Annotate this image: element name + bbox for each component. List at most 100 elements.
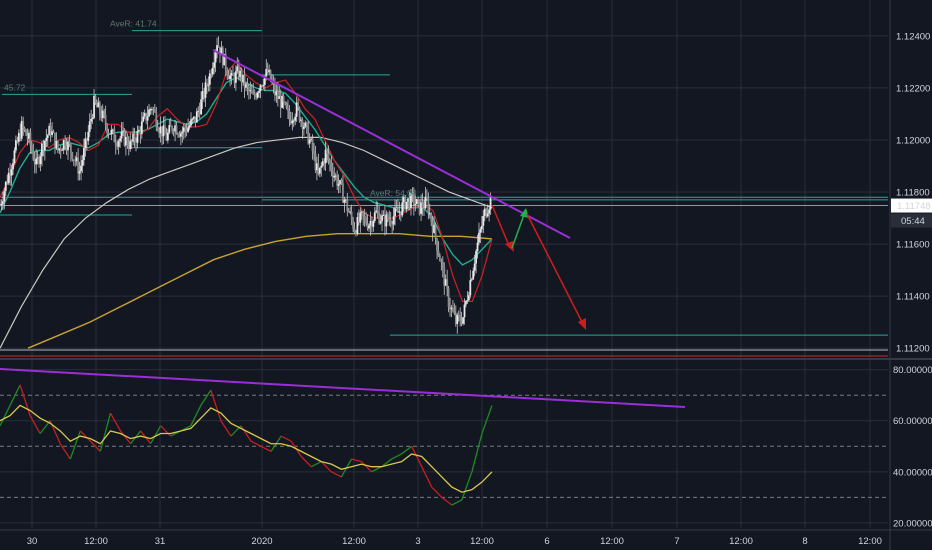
candle-body (407, 198, 409, 202)
candle-body (216, 45, 218, 52)
candle-body (475, 251, 477, 264)
price-tick-label: 1.11200 (896, 344, 930, 355)
candle-body (353, 228, 356, 233)
osc-tick-label: 80.00000 (893, 365, 932, 376)
candle-body (200, 99, 203, 115)
price-axis[interactable]: 1.12400 1.12200 1.12000 1.11800 1.11600 1.114… (891, 31, 932, 355)
candle-body (456, 314, 459, 324)
candle-body (408, 198, 411, 208)
candle-body (35, 158, 38, 165)
candle-body (201, 91, 204, 100)
candle-body (449, 306, 451, 310)
resistance-trendline (212, 49, 571, 239)
candle-body (444, 279, 447, 286)
osc-fast-segment (89, 440, 101, 452)
candle-body (140, 121, 143, 135)
candle-body (391, 223, 394, 225)
candle-body (275, 91, 278, 96)
candle-body (45, 138, 48, 141)
candle-body (417, 199, 420, 201)
candle-body (164, 125, 166, 135)
osc-fast-segment (250, 440, 262, 447)
candle-body (101, 110, 104, 119)
candle-body (447, 288, 450, 307)
candle-body (135, 141, 137, 143)
candle-body (204, 82, 207, 98)
candle-body (482, 215, 485, 226)
candle-body (473, 263, 476, 271)
candle-body (334, 175, 337, 177)
candle-body (337, 184, 340, 186)
red-arrow-head (505, 241, 514, 252)
candle-body (133, 133, 136, 142)
candle-body (304, 122, 307, 127)
candle-body (472, 270, 475, 280)
time-tick-label: 7 (674, 536, 679, 547)
time-tick-label: 12:00 (84, 536, 108, 547)
candle-body (122, 130, 124, 132)
candles (0, 36, 492, 334)
candle-body (320, 165, 323, 168)
red-arrow-short (491, 204, 511, 249)
candle-body (32, 151, 35, 160)
candle-body (336, 175, 339, 186)
candle-body (263, 76, 266, 85)
osc-fast-segment (310, 461, 322, 468)
candle-body (98, 102, 101, 114)
time-tick-label: 31 (155, 536, 166, 547)
candle-body (237, 66, 240, 78)
candle-body (195, 111, 198, 123)
candle-body (55, 141, 58, 149)
candle-body (80, 165, 82, 172)
candle-body (103, 110, 106, 116)
candle-body (431, 221, 434, 233)
candle-body (415, 199, 418, 205)
candle-body (179, 133, 182, 137)
candle-body (130, 140, 133, 142)
candle-body (313, 151, 315, 154)
candle-body (217, 45, 220, 47)
candle-body (255, 95, 258, 98)
candle-body (138, 129, 140, 131)
candle-body (368, 225, 370, 229)
time-tick-label: 12:00 (342, 536, 366, 547)
candle-body (249, 90, 252, 92)
candle-body (410, 192, 412, 208)
candle-body (162, 125, 165, 137)
candle-body (49, 125, 52, 135)
candle-body (454, 313, 457, 324)
candle-body (111, 129, 114, 131)
candle-body (453, 311, 456, 314)
candle-body (81, 160, 84, 166)
candle-body (123, 130, 126, 146)
candle-body (132, 133, 135, 142)
candle-body (171, 126, 174, 131)
candle-body (87, 131, 90, 141)
level-annotation-label: AveR: 54.04 (370, 188, 417, 198)
candle-body (12, 163, 14, 170)
candle-body (301, 119, 304, 129)
time-tick-label: 12:00 (600, 536, 624, 547)
candle-body (223, 54, 226, 66)
candle-body (28, 132, 30, 139)
time-tick-label: 8 (802, 536, 807, 547)
candle-body (152, 109, 155, 111)
oscillator-axis[interactable]: 80.00000 60.00000 40.00000 20.00000 (893, 365, 932, 529)
candle-body (110, 129, 113, 135)
candle-body (190, 119, 192, 126)
candle-body (181, 131, 184, 134)
osc-fast-segment (371, 466, 382, 473)
candle-body (65, 146, 68, 151)
time-axis[interactable]: 30 12:00 31 2020 12:00 3 12:00 6 12:00 7 12:00 8 12:… (0, 529, 932, 547)
red-arrow-long (526, 213, 585, 327)
candle-body (25, 129, 27, 136)
candle-body (362, 211, 365, 217)
candle-body (208, 73, 211, 85)
candle-body (307, 125, 310, 144)
candle-body (166, 132, 169, 141)
candle-body (402, 197, 405, 203)
candle-body (106, 124, 108, 133)
candle-body (169, 125, 172, 127)
